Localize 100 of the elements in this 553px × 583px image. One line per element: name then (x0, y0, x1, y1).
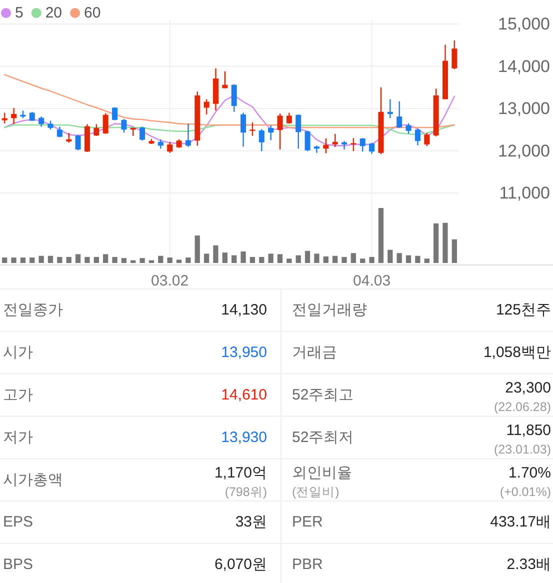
text: 시가총액 (3, 471, 63, 488)
text: 1,058백만 (483, 344, 551, 362)
bar (342, 256, 347, 263)
candlestick (387, 98, 393, 119)
candlestick (2, 112, 8, 124)
candlestick (304, 130, 310, 152)
legend-label: 5 (15, 4, 24, 22)
text: 52주최고 (292, 386, 354, 404)
candlestick (94, 124, 100, 137)
legend-label: 20 (45, 4, 62, 22)
candlestick (314, 145, 320, 154)
bar (121, 258, 126, 263)
bar (204, 254, 210, 263)
candlestick (323, 138, 329, 154)
text: PER (292, 514, 324, 531)
candlestick (158, 138, 164, 150)
bar (442, 222, 448, 263)
bar (38, 256, 44, 263)
bar (406, 255, 412, 263)
bar (57, 256, 62, 263)
text: 저가 (3, 428, 33, 446)
candlestick (424, 132, 430, 147)
bar (20, 258, 26, 263)
candlestick (369, 142, 375, 154)
text: 1,170억 (798위) (214, 464, 267, 499)
text: 125천주 (496, 302, 551, 319)
legend-label: 60 (84, 4, 101, 22)
x-tick-label: 03.02 (151, 272, 189, 290)
text: 2.33배 (506, 556, 551, 574)
candlestick (341, 140, 348, 150)
bar (84, 256, 90, 263)
text: 외인비율 (전일비) (292, 464, 352, 499)
text: 433.17배 (490, 514, 551, 531)
text: 13,950 (221, 344, 267, 362)
bar (66, 256, 72, 263)
text: 전일거래량 (292, 302, 367, 319)
text: 거래금 (292, 344, 337, 362)
candlestick (185, 123, 191, 148)
candlestick (102, 112, 108, 134)
text: 23,300 (22.06.28) (494, 380, 551, 414)
bar (415, 256, 420, 263)
bar (48, 256, 54, 263)
candlestick (38, 116, 44, 128)
bar (286, 258, 292, 263)
candlestick (112, 106, 118, 121)
text: 전일종가 (3, 302, 63, 319)
bar (11, 258, 16, 263)
candlestick (332, 133, 338, 148)
text: 14,130 (221, 302, 267, 319)
bar (369, 256, 374, 263)
text: 13,930 (221, 428, 267, 446)
text: EPS (3, 514, 34, 531)
text: 33원 (235, 514, 267, 531)
bar (176, 260, 182, 263)
bar (323, 256, 328, 263)
bar (452, 239, 457, 263)
candlestick (258, 128, 264, 152)
text: 11,850 (23.01.03) (494, 422, 551, 456)
bar (378, 208, 384, 263)
bar (296, 255, 301, 263)
text: 시가 (3, 344, 33, 362)
candlestick (406, 122, 412, 134)
y-tick-label: 12,000 (498, 141, 550, 160)
bar (268, 254, 274, 263)
bar (350, 253, 356, 263)
bar (103, 254, 108, 263)
bar (194, 236, 200, 263)
bar (314, 254, 320, 263)
candlestick (350, 137, 356, 152)
x-tick-label: 04.03 (353, 272, 391, 290)
text: 52주최저 (292, 428, 354, 446)
y-tick-label: 13,000 (498, 99, 550, 118)
bar (2, 258, 8, 263)
bar (75, 254, 81, 263)
candlestick (204, 98, 210, 116)
bar (94, 256, 99, 263)
candlestick (452, 40, 458, 70)
bar (167, 258, 172, 263)
text: PBR (292, 556, 324, 574)
candlestick (140, 126, 146, 142)
bar (30, 258, 35, 263)
text: 1.70% (+0.01%) (500, 464, 551, 499)
bar (222, 252, 228, 263)
bar (250, 256, 256, 263)
candlestick (121, 118, 127, 134)
bar (388, 250, 393, 263)
bar (186, 258, 191, 263)
candlestick (268, 124, 274, 141)
bar (304, 250, 310, 263)
bar (259, 256, 264, 263)
candlestick (250, 122, 256, 137)
bar (396, 253, 402, 263)
y-tick-label: 14,000 (498, 56, 550, 76)
candlestick (167, 141, 173, 154)
candlestick (11, 107, 17, 125)
candlestick (414, 128, 420, 146)
text: BPS (3, 556, 34, 574)
text: 6,070원 (214, 556, 267, 574)
bar (213, 245, 218, 263)
candlestick (240, 112, 246, 148)
